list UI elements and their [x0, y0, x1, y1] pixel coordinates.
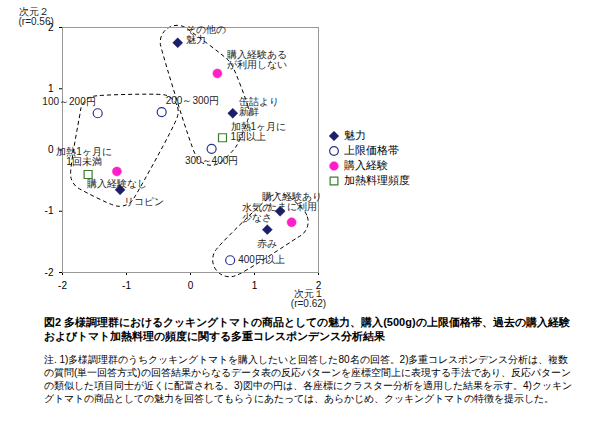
svg-text:100～200円: 100～200円	[42, 96, 95, 107]
html-text:少なさ: 少なさ	[242, 212, 273, 224]
svg-text:-1: -1	[122, 280, 131, 291]
svg-text:リコピン: リコピン	[124, 196, 164, 207]
html-text:上限価格帯: 上限価格帯	[344, 144, 399, 156]
svg-text:200～300円: 200～300円	[166, 95, 219, 106]
svg-text:加熱1ヶ月に1回未満: 加熱1ヶ月に1回未満	[56, 146, 112, 167]
html-text:加熱料理頻度: 加熱料理頻度	[344, 174, 410, 186]
svg-text:-2: -2	[58, 280, 67, 291]
svg-text:300～400円: 300～400円	[185, 155, 238, 166]
svg-text:-1: -1	[45, 205, 54, 216]
svg-text:缶詰より新鮮: 缶詰より新鮮	[239, 96, 279, 117]
html-text:購入経験: 購入経験	[344, 159, 388, 171]
svg-text:購入経験あるが利用しない: 購入経験あるが利用しない	[227, 49, 287, 70]
svg-text:次元１(r=0.62): 次元１(r=0.62)	[291, 288, 326, 309]
svg-text:0: 0	[48, 144, 54, 155]
svg-text:その他の魅力: その他の魅力	[186, 24, 226, 45]
svg-text:購入経験なし: 購入経験なし	[87, 178, 147, 189]
svg-text:400円以上: 400円以上	[238, 254, 285, 265]
svg-text:-2: -2	[45, 267, 54, 278]
html-text:魅力: 魅力	[344, 129, 366, 141]
svg-text:購入経験ありたまに利用: 購入経験ありたまに利用	[262, 191, 322, 212]
html-text:注. 1)多様調理群のうちクッキングトマトを購入したいと回答: 注. 1)多様調理群のうちクッキングトマトを購入したいと回答した80名の回答。2…	[44, 354, 572, 404]
html-text:図2 多様調理群におけるクッキングトマトの商品としての魅力、: 図2 多様調理群におけるクッキングトマトの商品としての魅力、購入(500g)の上…	[44, 316, 570, 342]
svg-text:次元２(r=0.56): 次元２(r=0.56)	[19, 6, 54, 27]
html-text:水気の: 水気の	[242, 202, 273, 214]
svg-text:0: 0	[188, 280, 194, 291]
svg-text:1: 1	[48, 83, 54, 94]
svg-text:1: 1	[252, 280, 258, 291]
svg-text:加熱1ヶ月に1回以上: 加熱1ヶ月に1回以上	[231, 121, 287, 142]
svg-text:2: 2	[315, 279, 322, 291]
svg-text:赤み: 赤み	[257, 238, 277, 249]
svg-text:2: 2	[47, 21, 54, 33]
